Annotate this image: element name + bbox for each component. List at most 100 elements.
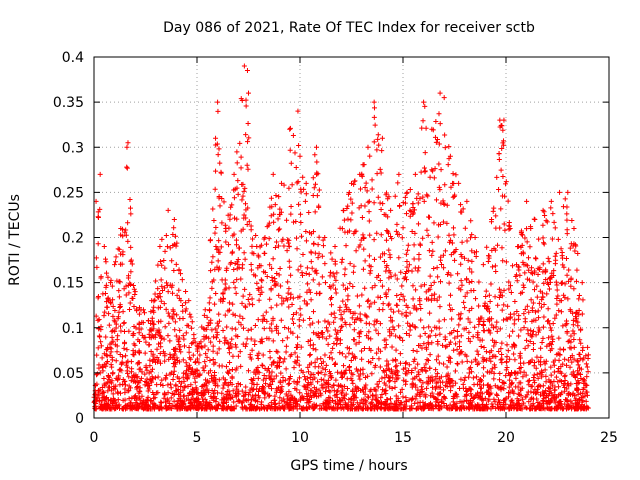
data-point (189, 325, 195, 331)
data-point (152, 291, 158, 297)
data-point (337, 397, 343, 403)
data-point (255, 317, 261, 323)
data-point (503, 181, 509, 187)
data-point (414, 373, 420, 379)
data-point (275, 227, 281, 233)
data-point (176, 378, 182, 384)
data-point (523, 394, 529, 400)
data-point (301, 298, 307, 304)
data-point (306, 397, 312, 403)
data-point (413, 396, 419, 402)
data-point (444, 405, 450, 411)
data-point (173, 361, 179, 367)
data-point (269, 277, 275, 283)
data-point (268, 321, 274, 327)
data-point (544, 401, 550, 407)
data-point (313, 331, 319, 337)
data-point (399, 235, 405, 241)
data-point (283, 343, 289, 349)
data-point (438, 167, 444, 173)
data-point (315, 319, 321, 325)
data-point (558, 309, 564, 315)
data-point (183, 289, 189, 295)
data-point (286, 326, 292, 332)
data-point (470, 395, 476, 401)
data-point (579, 280, 585, 286)
data-point (353, 248, 359, 254)
data-point (468, 288, 474, 294)
data-point (490, 208, 496, 214)
data-point (330, 271, 336, 277)
data-point (343, 304, 349, 310)
data-point (442, 383, 448, 389)
data-point (467, 338, 473, 344)
data-point (360, 162, 366, 168)
data-point (106, 311, 112, 317)
data-point (574, 358, 580, 364)
data-point (436, 141, 442, 147)
data-point (551, 362, 557, 368)
data-point (546, 342, 552, 348)
data-point (436, 360, 442, 366)
data-point (396, 308, 402, 314)
data-point (192, 370, 198, 376)
data-point (376, 142, 382, 148)
data-point (95, 345, 101, 351)
data-point (165, 382, 171, 388)
data-point (536, 236, 542, 242)
data-point (252, 338, 258, 344)
data-point (339, 256, 345, 262)
data-point (231, 399, 237, 405)
data-point (316, 393, 322, 399)
data-point (577, 337, 583, 343)
data-point (368, 336, 374, 342)
data-point (288, 160, 294, 166)
data-point (340, 387, 346, 393)
data-point (132, 404, 138, 410)
data-point (462, 293, 468, 299)
data-point (456, 312, 462, 318)
data-point (517, 272, 523, 278)
data-point (552, 253, 558, 259)
data-point (469, 258, 475, 264)
data-point (424, 346, 430, 352)
data-point (245, 368, 251, 374)
data-point (568, 241, 574, 247)
data-point (168, 395, 174, 401)
data-point (416, 342, 422, 348)
data-point (383, 294, 389, 300)
data-point (397, 202, 403, 208)
data-point (429, 167, 435, 173)
data-point (289, 316, 295, 322)
data-point (435, 136, 441, 142)
data-point (487, 349, 493, 355)
data-point (365, 335, 371, 341)
data-point (492, 383, 498, 389)
data-point (510, 328, 516, 334)
data-point (571, 225, 577, 231)
data-point (323, 336, 329, 342)
data-point (429, 239, 435, 245)
data-point (565, 392, 571, 398)
data-point (531, 363, 537, 369)
data-point (464, 358, 470, 364)
data-point (494, 174, 500, 180)
data-point (306, 209, 312, 215)
data-point (139, 369, 145, 375)
data-point (238, 363, 244, 369)
data-point (325, 380, 331, 386)
data-point (161, 336, 167, 342)
data-point (554, 406, 560, 412)
data-point (228, 204, 234, 210)
data-point (428, 400, 434, 406)
data-point (205, 323, 211, 329)
data-point (265, 402, 271, 408)
data-point (322, 280, 328, 286)
data-point (353, 228, 359, 234)
data-point (451, 250, 457, 256)
data-point (328, 296, 334, 302)
data-point (152, 375, 158, 381)
data-point (202, 359, 208, 365)
x-tick-label: 0 (90, 430, 99, 446)
data-point (277, 363, 283, 369)
